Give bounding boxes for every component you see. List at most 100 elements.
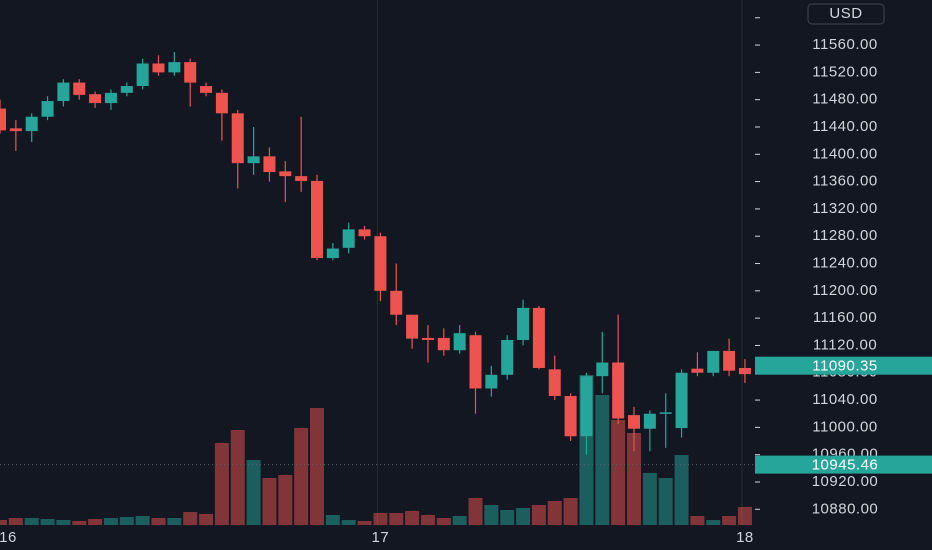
volume-bar	[531, 505, 546, 525]
candle-body	[326, 248, 339, 259]
x-tick-label: 17	[372, 529, 390, 546]
volume-bar	[357, 521, 372, 525]
volume-bar	[103, 518, 118, 525]
candle-body	[200, 86, 213, 93]
y-tick-label: 11120.00	[813, 336, 877, 353]
volume-bar	[56, 520, 71, 525]
candle-body	[485, 374, 498, 389]
candle-body	[628, 415, 640, 429]
volume-bar	[278, 475, 293, 525]
volume-bar	[468, 498, 483, 525]
volume-bar	[24, 518, 39, 525]
volume-bar	[8, 518, 23, 525]
candle-body	[517, 307, 530, 340]
candle-body	[548, 369, 561, 396]
volume-bar	[420, 515, 435, 525]
candle-body	[73, 82, 86, 95]
candle-body	[691, 368, 704, 373]
candle-body	[596, 362, 609, 377]
volume-bar	[135, 516, 150, 525]
candle-body	[659, 412, 672, 414]
y-tick-label: 10880.00	[812, 500, 879, 517]
candle-body	[9, 128, 22, 132]
y-tick-label: 11200.00	[812, 282, 877, 299]
volume-bar	[199, 514, 214, 525]
volume-bar	[706, 520, 721, 525]
currency-badge	[807, 3, 885, 25]
volume-bar	[373, 513, 388, 525]
price-label-box	[755, 356, 932, 375]
volume-bar	[563, 498, 578, 525]
candle-body	[89, 94, 102, 104]
volume-bar	[167, 518, 182, 525]
candle-body	[57, 82, 70, 102]
candle-body	[723, 350, 736, 371]
volume-bar	[484, 505, 499, 525]
candle-body	[295, 176, 308, 181]
candle-body	[532, 307, 545, 368]
candle-body	[580, 376, 593, 437]
candle-body	[501, 339, 514, 375]
volume-bar	[658, 478, 673, 525]
y-tick-label: 11440.00	[812, 118, 877, 135]
volume-bar	[325, 515, 340, 525]
volume-bar	[436, 518, 451, 525]
volume-bar	[88, 519, 103, 525]
volume-bar	[230, 430, 245, 525]
candle-body	[390, 290, 403, 315]
volume-bar	[214, 443, 229, 525]
x-tick-label: 18	[736, 529, 754, 546]
candle-body	[437, 337, 450, 351]
y-tick-label: 11360.00	[812, 173, 877, 190]
y-tick-label: 11240.00	[812, 254, 877, 271]
candle-body	[152, 63, 165, 73]
price-label: 11090.35	[812, 358, 877, 375]
candle-body	[120, 86, 133, 93]
candle-body	[247, 156, 260, 164]
candle-body	[564, 395, 577, 437]
volume-bar	[72, 521, 87, 525]
candle-body	[136, 63, 149, 87]
volume-bar	[151, 518, 166, 525]
volume-bar	[547, 501, 562, 525]
candle-body	[184, 62, 197, 83]
candle-body	[215, 92, 228, 114]
volume-bar	[722, 516, 737, 525]
volume-bar	[119, 517, 134, 525]
volume-bar	[0, 520, 7, 525]
y-tick-label: 11400.00	[812, 145, 877, 162]
candle-body	[421, 337, 434, 340]
volume-bar	[595, 395, 610, 525]
volume-bar	[737, 507, 752, 525]
volume-bar	[452, 516, 467, 525]
candle-body	[738, 367, 751, 375]
price-label-box	[755, 455, 932, 474]
candle-body	[263, 156, 276, 173]
volume-bar	[642, 473, 657, 525]
candle-body	[453, 333, 466, 351]
candle-body	[675, 372, 688, 429]
candle-body	[469, 335, 482, 389]
plot	[0, 0, 755, 525]
candle-body	[168, 62, 181, 73]
candle-body	[279, 171, 292, 177]
volume-bar	[690, 516, 705, 525]
candle-body	[231, 113, 244, 164]
price-label: 10945.46	[812, 457, 879, 474]
volume-bar	[294, 428, 309, 525]
candle-body	[374, 236, 387, 291]
volume-bar	[341, 520, 356, 525]
candle-body	[358, 229, 371, 237]
y-tick-label: 11520.00	[812, 63, 877, 80]
y-tick-label: 11000.00	[812, 418, 877, 435]
volume-bar	[183, 512, 198, 525]
candle-body	[342, 229, 355, 248]
candle-body	[612, 362, 625, 419]
volume-bar	[627, 433, 641, 525]
candle-body	[25, 116, 38, 132]
volume-bar	[516, 508, 531, 525]
y-tick-label: 11560.00	[812, 36, 877, 53]
candle-body	[311, 180, 323, 259]
candle-body	[406, 314, 419, 339]
